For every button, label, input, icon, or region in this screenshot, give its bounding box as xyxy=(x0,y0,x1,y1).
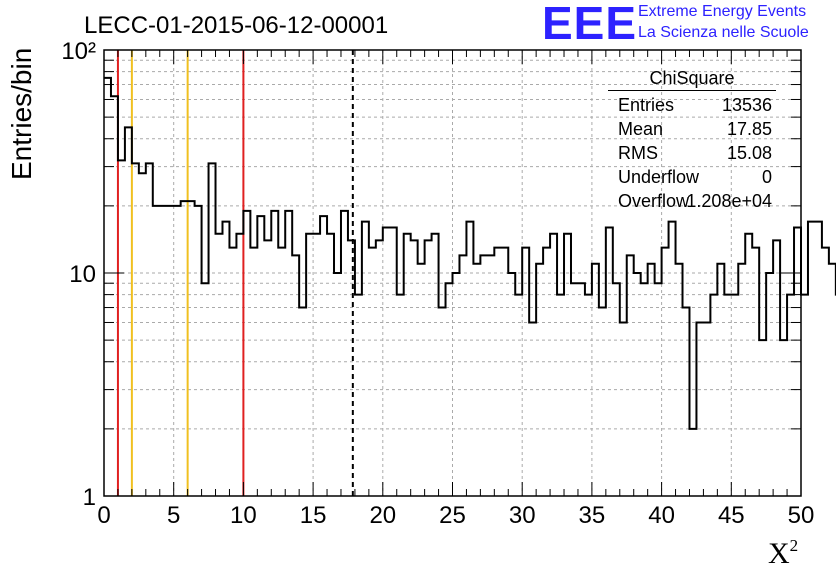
stats-key: RMS xyxy=(618,143,658,163)
y-axis-label: Entries/bin xyxy=(6,47,37,180)
y-tick-label: 10 xyxy=(69,261,96,288)
stats-key: Underflow xyxy=(618,167,700,187)
stats-row-entries: Entries 13536 xyxy=(612,93,772,117)
x-tick-label: 0 xyxy=(97,502,110,529)
y-tick-labels: 1 10 10² xyxy=(61,38,96,511)
x-axis-label: X2 xyxy=(768,536,798,571)
stats-value: 13536 xyxy=(721,95,772,115)
x-tick-label: 40 xyxy=(648,502,675,529)
x-axis-label-sup: 2 xyxy=(789,536,799,555)
stats-box: ChiSquare Entries 13536 Mean 17.85 RMS 15.0… xyxy=(608,68,776,213)
chart-title: LECC-01-2015-06-12-00001 xyxy=(84,12,389,39)
x-tick-label: 15 xyxy=(300,502,327,529)
stats-title: ChiSquare xyxy=(608,68,776,91)
stats-value: 0 xyxy=(761,167,772,187)
eee-logo: EEE xyxy=(542,0,638,49)
stats-row-rms: RMS 15.08 xyxy=(612,141,772,165)
x-tick-labels: 0 5 10 15 20 25 30 35 40 45 50 xyxy=(97,502,814,529)
stats-key: Mean xyxy=(618,119,664,139)
axis-ticks xyxy=(103,50,802,497)
stats-key: Overflow xyxy=(618,191,690,211)
x-tick-label: 35 xyxy=(579,502,606,529)
x-tick-label: 10 xyxy=(230,502,257,529)
stats-value: 15.08 xyxy=(726,143,772,163)
stats-value: 1.208e+04 xyxy=(686,191,772,211)
x-tick-label: 20 xyxy=(369,502,396,529)
logo-tagline-1: Extreme Energy Events xyxy=(638,3,807,20)
y-tick-label: 1 xyxy=(83,484,96,511)
stats-row-overflow: Overflow 1.208e+04 xyxy=(612,189,772,213)
x-axis-label-base: X xyxy=(768,537,790,570)
stats-key: Entries xyxy=(618,95,675,115)
stats-row-mean: Mean 17.85 xyxy=(612,117,772,141)
x-tick-label: 5 xyxy=(167,502,180,529)
x-tick-label: 25 xyxy=(439,502,466,529)
y-tick-label: 10² xyxy=(61,38,96,65)
stats-row-underflow: Underflow 0 xyxy=(612,165,772,189)
stats-value: 17.85 xyxy=(726,119,772,139)
x-tick-label: 45 xyxy=(718,502,745,529)
x-tick-label: 50 xyxy=(788,502,815,529)
x-tick-label: 30 xyxy=(509,502,536,529)
logo-tagline-2: La Scienza nelle Scuole xyxy=(638,24,809,41)
